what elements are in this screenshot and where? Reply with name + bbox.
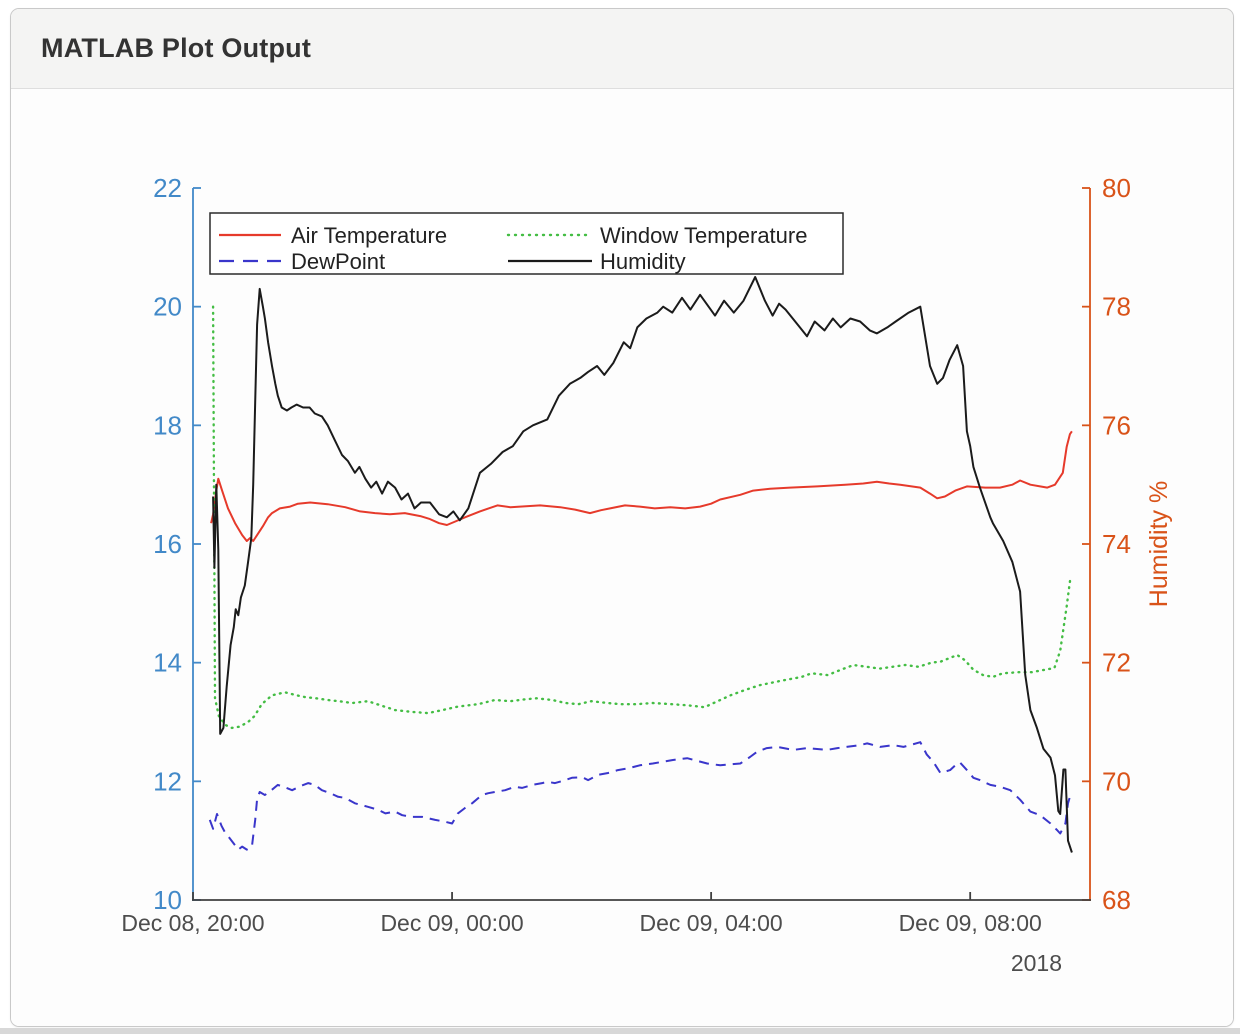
card-header: MATLAB Plot Output xyxy=(11,9,1233,89)
left-axis-tick-label: 12 xyxy=(153,766,182,796)
dewpoint-line xyxy=(208,741,1071,851)
page-title: MATLAB Plot Output xyxy=(41,33,312,63)
x-axis-year-label: 2018 xyxy=(1011,950,1062,976)
x-axis-tick-label: Dec 09, 08:00 xyxy=(899,910,1042,936)
series-layer xyxy=(208,276,1073,853)
right-axis-tick-label: 72 xyxy=(1102,648,1131,678)
humidity-line xyxy=(212,276,1073,853)
right-axis-tick-label: 68 xyxy=(1102,885,1131,915)
right-axis-tick-label: 70 xyxy=(1102,766,1131,796)
right-axis-tick-label: 74 xyxy=(1102,529,1131,559)
x-axis-tick-label: Dec 08, 20:00 xyxy=(121,910,264,936)
left-axis-tick-label: 22 xyxy=(153,173,182,203)
air-temperature-line xyxy=(210,430,1073,542)
right-axis-tick-label: 80 xyxy=(1102,173,1131,203)
legend: Air Temperature DewPoint Window Temperat… xyxy=(209,212,844,275)
right-axis-tick-label: 76 xyxy=(1102,410,1131,440)
left-axis-tick-label: 18 xyxy=(153,410,182,440)
next-section-edge xyxy=(0,1028,1240,1034)
window-temperature-line xyxy=(211,305,1072,730)
left-axis-tick-label: 20 xyxy=(153,292,182,322)
left-axis-tick-label: 14 xyxy=(153,648,182,678)
legend-label-air-temperature: Air Temperature xyxy=(291,223,447,248)
left-axis-tick-label: 10 xyxy=(153,885,182,915)
right-axis-tick-label: 78 xyxy=(1102,292,1131,322)
left-axis-tick-label: 16 xyxy=(153,529,182,559)
x-axis-tick-label: Dec 09, 00:00 xyxy=(380,910,523,936)
legend-label-dewpoint: DewPoint xyxy=(291,249,385,274)
legend-box xyxy=(209,212,844,275)
axes-layer: 10 12 14 16 18 20 22 68 70 72 74 76 78 80 Dec 08, 20:0… xyxy=(121,173,1131,976)
right-axis-label: Humidity % xyxy=(1145,481,1173,607)
legend-label-window-temperature: Window Temperature xyxy=(600,223,807,248)
x-axis-tick-label: Dec 09, 04:00 xyxy=(640,910,783,936)
legend-label-humidity: Humidity xyxy=(600,249,686,274)
